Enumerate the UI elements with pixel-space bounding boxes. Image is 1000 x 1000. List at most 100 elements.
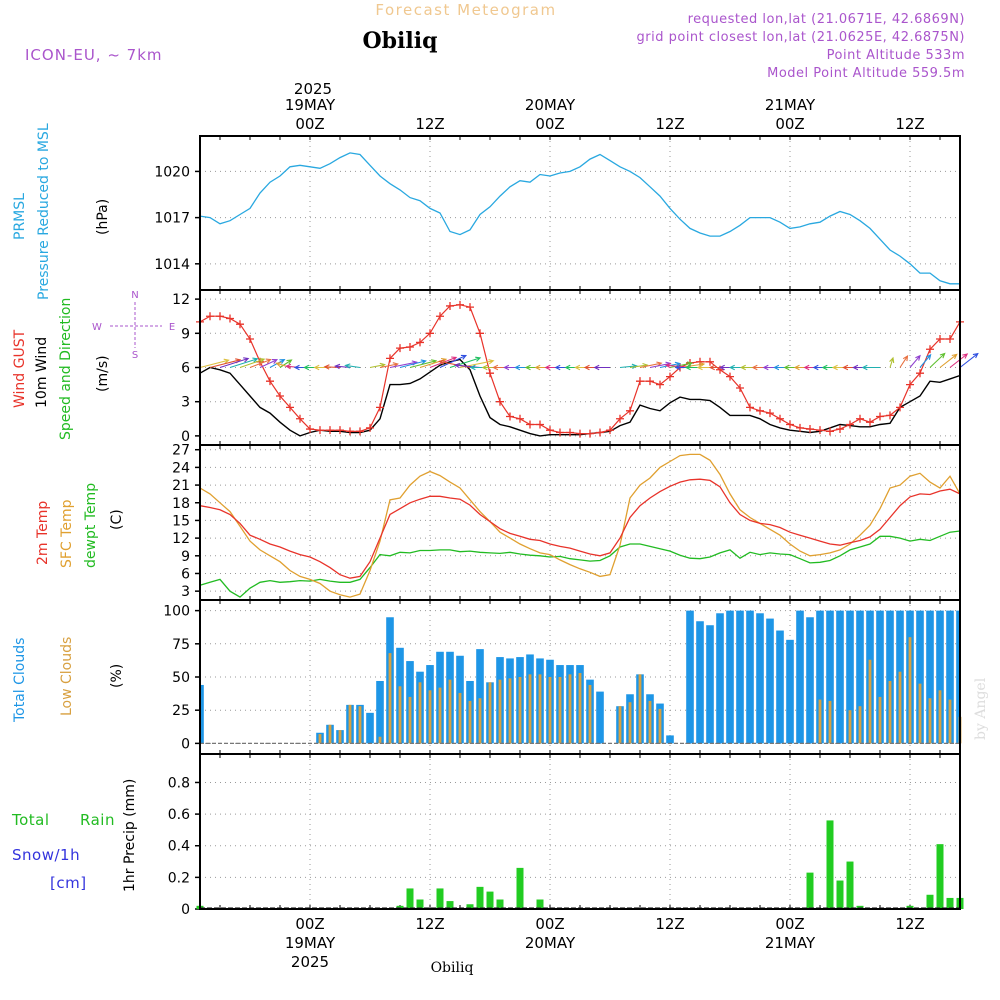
low-cloud-bar xyxy=(888,680,892,744)
precip-label-total: Total xyxy=(11,811,50,829)
total-cloud-bar xyxy=(806,617,814,744)
gust-marker xyxy=(876,412,884,421)
precip-label-rain: Rain xyxy=(80,811,115,829)
wind-labels: Wind GUST 10m Wind Speed and Direction (… xyxy=(12,290,175,440)
gust-marker xyxy=(756,406,764,415)
low-cloud-bar xyxy=(558,677,562,744)
pressure-label-prmsl: PRMSL xyxy=(12,193,28,240)
bottom-time-label: 00Z xyxy=(775,915,804,933)
cloud-label-low: Low Clouds xyxy=(59,637,75,716)
top-time-label: 12Z xyxy=(895,115,924,133)
gust-marker xyxy=(616,414,624,423)
wind-direction-arrow xyxy=(449,356,482,369)
precip-frame-outline xyxy=(199,753,961,910)
precip-labels: Total Rain Snow/1h [cm] 1hr Precip (mm) xyxy=(11,779,138,892)
compass-e: E xyxy=(169,322,175,333)
wind-direction-arrow xyxy=(259,359,279,368)
gust-marker xyxy=(936,335,944,344)
wind-direction-arrow xyxy=(399,359,427,369)
temp-ytick-label: 15 xyxy=(172,513,190,529)
gust-marker xyxy=(656,380,664,389)
temp-ytick-label: 12 xyxy=(172,531,190,547)
temp-ytick-label: 6 xyxy=(181,566,190,582)
low-cloud-bar xyxy=(898,671,902,744)
wind-direction-arrow xyxy=(439,354,468,368)
precip-bar xyxy=(496,899,504,909)
wind-label-unit: (m/s) xyxy=(95,355,111,392)
low-cloud-bar xyxy=(488,682,492,744)
bottom-time-label: 19MAY xyxy=(285,934,336,952)
wind-direction-arrow xyxy=(861,364,880,371)
temp-labels: 2m Temp SFC Temp dewpt Temp (C) xyxy=(35,483,125,568)
gust-marker xyxy=(636,377,644,386)
top-time-label: 21MAY xyxy=(765,96,816,114)
gust-marker xyxy=(436,312,444,321)
pressure-ytick-label: 1017 xyxy=(154,211,190,227)
precip-label-unit: 1hr Precip (mm) xyxy=(122,779,138,892)
total-cloud-bar xyxy=(736,610,744,744)
gust-marker xyxy=(896,403,904,412)
top-time-label: 19MAY xyxy=(285,96,336,114)
low-cloud-bar xyxy=(388,653,392,744)
clouds-ytick-label: 75 xyxy=(172,637,190,653)
total-cloud-bar xyxy=(366,712,374,744)
gust-marker xyxy=(326,426,334,435)
wind-direction-arrow xyxy=(619,363,638,369)
gust-marker xyxy=(396,344,404,353)
temp-label-2m: 2m Temp xyxy=(35,501,51,565)
plot-layer: 1014101710200369123691215182124270255075… xyxy=(154,96,979,971)
gust-marker xyxy=(226,314,234,323)
low-cloud-bar xyxy=(318,734,322,744)
low-cloud-bar xyxy=(918,683,922,744)
wind-direction-arrow xyxy=(959,352,979,368)
gust-marker xyxy=(376,403,384,412)
pressure-labels: PRMSL Pressure Reduced to MSL (hPa) xyxy=(12,123,111,300)
clouds-ytick-label: 25 xyxy=(172,703,190,719)
gust-marker xyxy=(866,418,874,427)
compass-rose: N S W E xyxy=(92,290,175,361)
location-title: Obiliq xyxy=(362,28,437,54)
low-cloud-bar xyxy=(358,706,362,744)
low-cloud-bar xyxy=(628,702,632,744)
gust-marker xyxy=(516,414,524,423)
wind-direction-arrow xyxy=(344,363,361,369)
low-cloud-bar xyxy=(408,696,412,744)
temp-ytick-label: 9 xyxy=(181,549,190,565)
wind-direction-arrow xyxy=(593,364,610,371)
gust-marker xyxy=(466,303,474,312)
gust-marker xyxy=(606,426,614,435)
gust-marker xyxy=(276,391,284,400)
compass-w: W xyxy=(92,322,102,333)
low-cloud-bar xyxy=(348,704,352,744)
low-cloud-bar xyxy=(548,677,552,744)
gust-marker xyxy=(916,369,924,378)
wind-direction-arrow xyxy=(249,358,272,369)
total-cloud-bar xyxy=(876,610,884,744)
bottom-time-label: 12Z xyxy=(655,915,684,933)
low-cloud-bar xyxy=(618,706,622,744)
gust-marker xyxy=(736,384,744,393)
gust-marker xyxy=(246,335,254,344)
wind-ytick-label: 3 xyxy=(181,395,190,411)
gust-marker xyxy=(726,372,734,381)
low-cloud-bar xyxy=(868,659,872,744)
pressure-label-desc: Pressure Reduced to MSL xyxy=(36,123,52,300)
clouds-ytick-label: 50 xyxy=(172,670,190,686)
total-cloud-bar xyxy=(766,618,774,744)
gust-marker xyxy=(336,426,344,435)
gust-marker xyxy=(346,427,354,436)
wind-direction-arrow xyxy=(899,355,909,368)
gust-marker xyxy=(476,329,484,338)
bottom-time-label: 12Z xyxy=(415,915,444,933)
low-cloud-bar xyxy=(398,686,402,744)
total-cloud-bar xyxy=(596,691,604,744)
total-cloud-bar xyxy=(706,625,714,744)
total-cloud-bar xyxy=(836,610,844,744)
wind-direction-arrow xyxy=(889,356,895,368)
low-cloud-bar xyxy=(538,674,542,744)
low-cloud-bar xyxy=(338,730,342,744)
total-cloud-bar xyxy=(936,610,944,744)
precip-ytick-label: 0.2 xyxy=(168,870,190,886)
precip-ytick-label: 0.4 xyxy=(168,839,190,855)
